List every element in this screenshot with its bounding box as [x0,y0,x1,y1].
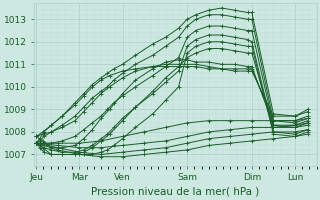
X-axis label: Pression niveau de la mer( hPa ): Pression niveau de la mer( hPa ) [91,187,260,197]
